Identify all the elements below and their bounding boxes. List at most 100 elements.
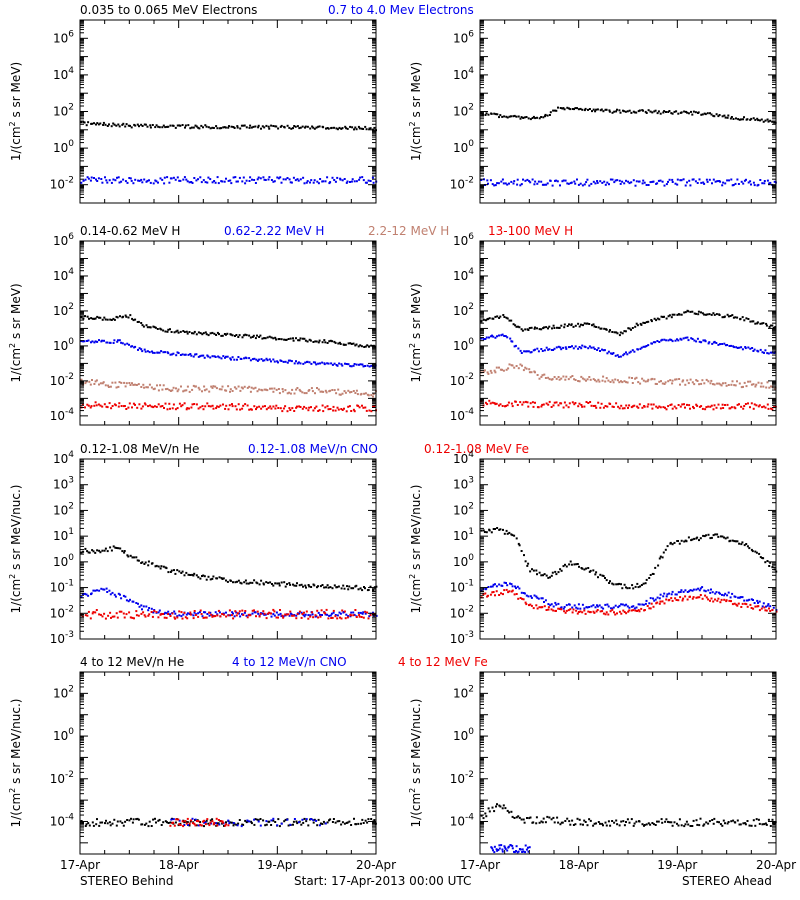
data-point [256,178,259,181]
data-point [176,351,179,354]
data-point [100,178,103,180]
data-point [774,351,777,354]
data-point [688,590,691,593]
data-point [194,818,197,821]
data-point [762,322,765,325]
data-point [270,612,272,615]
data-point [601,348,603,351]
data-point [703,313,706,316]
data-point [312,341,315,343]
data-point [605,377,608,380]
data-point [129,554,132,557]
data-point [588,606,591,608]
data-point [576,107,578,110]
data-point [189,127,192,130]
data-point [303,611,305,614]
data-point [115,612,118,615]
data-point [253,823,256,826]
data-point [298,612,301,615]
data-point [703,182,706,185]
data-point [690,110,692,113]
data-point [761,605,764,608]
data-point [289,583,292,586]
data-point [281,614,284,617]
data-point [575,609,578,612]
data-point [211,820,214,823]
data-point [282,178,285,181]
data-point [638,603,641,606]
data-point [593,348,596,350]
data-point [526,564,529,567]
data-point [523,554,525,557]
y-tick-exponent: 3 [68,476,74,486]
data-point [734,595,737,598]
data-point [176,569,179,572]
data-point [176,616,179,619]
data-point [141,405,144,408]
data-point [718,821,720,824]
data-point [705,406,708,409]
data-point [109,593,112,596]
y-tick-label: 104 [53,450,74,466]
data-point [611,608,614,611]
data-point [663,315,665,318]
data-point [625,381,628,384]
data-point [743,116,745,119]
data-point [120,180,123,183]
data-point [361,589,364,592]
data-point [276,582,279,585]
data-point [601,181,604,184]
data-point [89,617,92,620]
data-point [502,369,505,372]
data-point [496,803,498,806]
data-point [173,824,176,827]
data-point [222,613,225,616]
data-point [106,125,109,127]
data-point [515,325,518,328]
data-point [510,115,512,118]
data-point [644,380,647,383]
data-point [595,326,598,328]
data-point [703,112,706,115]
data-point [355,128,358,131]
data-point [360,345,363,348]
data-point [242,613,245,616]
data-point [321,584,324,586]
data-point [693,383,696,386]
data-point [643,609,646,611]
data-point [357,125,360,128]
y-tick-label: 106 [453,232,474,248]
data-point [523,116,526,119]
data-point [628,606,631,609]
data-point [91,379,93,381]
data-point [119,593,121,596]
data-point [675,110,678,113]
data-point [743,599,746,602]
y-tick-exponent: 6 [68,29,74,39]
data-point [174,612,177,615]
data-point [642,179,645,182]
data-point [295,360,297,363]
data-point [80,378,83,381]
data-point [205,125,208,128]
data-point [103,339,105,342]
data-point [700,181,703,184]
data-point [82,550,85,553]
data-point [762,602,765,605]
data-point [230,358,232,361]
data-point [769,561,772,564]
y-tick-base: 10 [453,555,468,569]
data-point [341,392,344,395]
data-point [209,405,212,408]
data-point [485,815,488,818]
data-point [560,402,563,405]
data-point [688,179,691,182]
data-point [535,604,538,607]
data-point [768,565,771,567]
data-point [267,581,270,584]
data-point [119,315,121,318]
data-point [109,546,112,549]
data-point [181,353,184,356]
data-point [166,330,169,333]
